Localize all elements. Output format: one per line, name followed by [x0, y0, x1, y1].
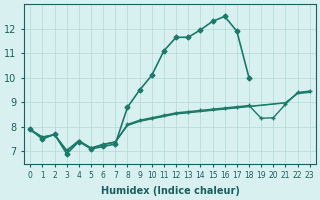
X-axis label: Humidex (Indice chaleur): Humidex (Indice chaleur) — [100, 186, 239, 196]
